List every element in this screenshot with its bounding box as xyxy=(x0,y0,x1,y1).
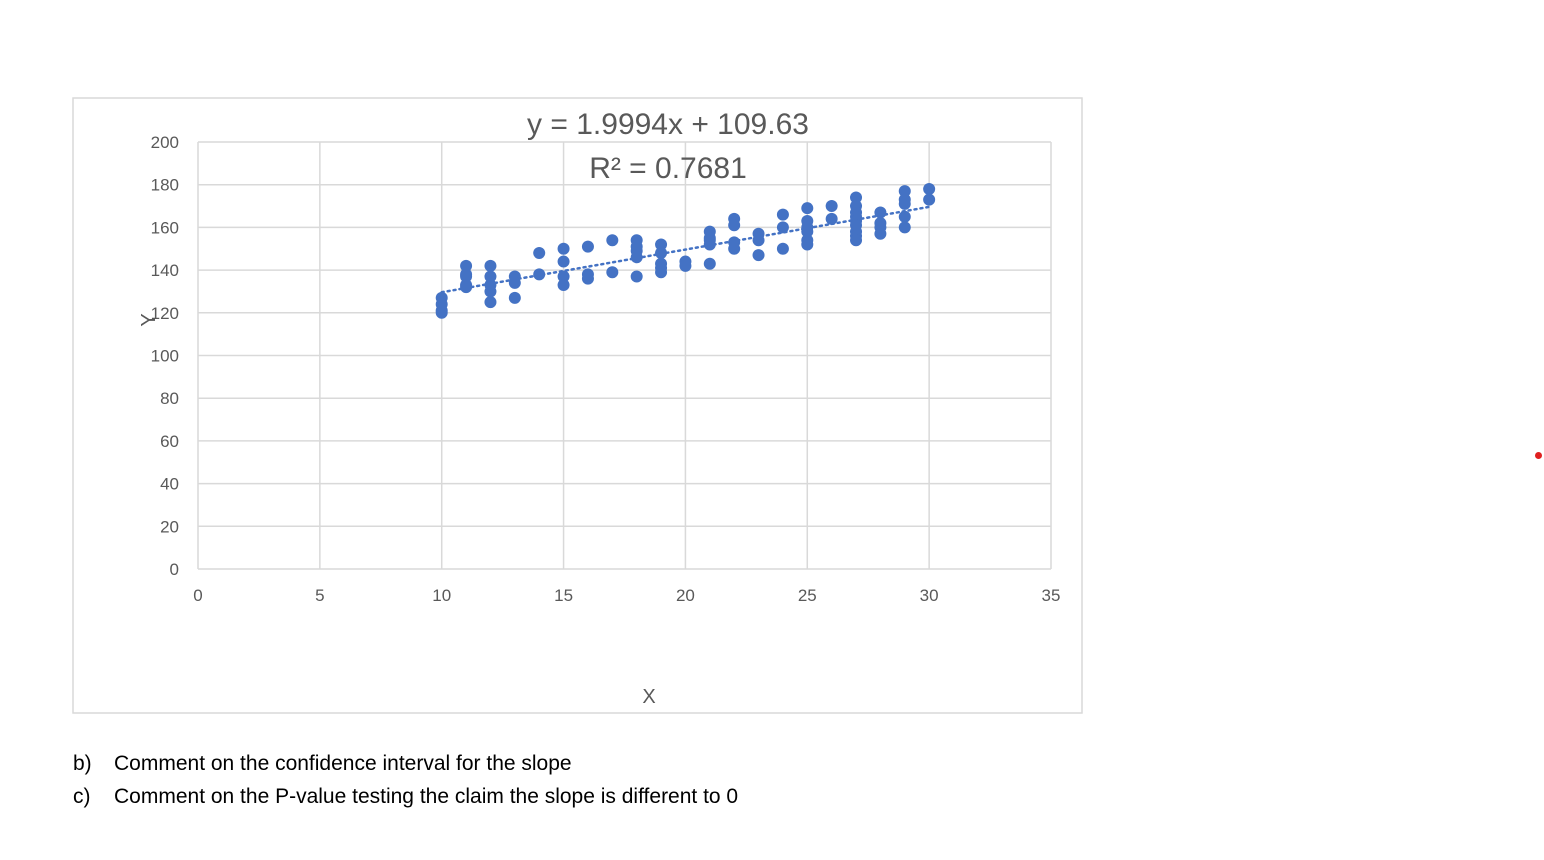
data-point xyxy=(581,272,594,285)
data-point xyxy=(923,182,936,195)
data-point xyxy=(606,234,619,247)
data-point xyxy=(460,259,473,272)
question-c-letter: c) xyxy=(73,785,91,808)
gridlines xyxy=(197,141,1052,570)
y-tick-label: 40 xyxy=(160,475,179,494)
data-point xyxy=(630,270,643,283)
question-b-letter: b) xyxy=(73,752,92,775)
data-point xyxy=(776,208,789,221)
question-b: b) Comment on the confidence interval for… xyxy=(73,752,572,776)
data-point xyxy=(484,259,497,272)
x-tick-label: 5 xyxy=(315,586,324,605)
x-tick-label: 20 xyxy=(676,586,695,605)
stray-red-dot xyxy=(1535,452,1542,459)
x-tick-label: 25 xyxy=(798,586,817,605)
y-tick-label: 100 xyxy=(151,347,179,366)
data-point xyxy=(484,270,497,283)
y-axis-title: Y xyxy=(138,313,160,326)
data-point xyxy=(776,221,789,234)
data-point xyxy=(776,242,789,255)
question-c: c) Comment on the P-value testing the cla… xyxy=(73,785,738,809)
y-tick-label: 80 xyxy=(160,389,179,408)
data-point xyxy=(655,247,668,260)
data-point xyxy=(435,306,448,319)
data-point xyxy=(655,238,668,251)
y-tick-label: 200 xyxy=(151,133,179,152)
data-point xyxy=(460,281,473,294)
data-point xyxy=(484,296,497,309)
data-point xyxy=(898,221,911,234)
data-point xyxy=(484,285,497,298)
trendline-layer xyxy=(440,205,931,294)
data-point xyxy=(898,197,911,210)
y-tick-label: 60 xyxy=(160,432,179,451)
data-point xyxy=(655,266,668,279)
data-point xyxy=(801,225,814,238)
data-point xyxy=(703,257,716,270)
data-point xyxy=(508,276,521,289)
x-tick-label: 35 xyxy=(1042,586,1061,605)
y-tick-label: 0 xyxy=(170,560,179,579)
data-point xyxy=(825,212,838,225)
x-tick-label: 0 xyxy=(193,586,202,605)
data-point xyxy=(460,270,473,283)
data-point xyxy=(557,279,570,292)
data-point xyxy=(606,266,619,279)
x-tick-label: 15 xyxy=(554,586,573,605)
trendline xyxy=(440,205,931,294)
data-point xyxy=(801,238,814,251)
data-point xyxy=(850,234,863,247)
y-tick-label: 180 xyxy=(151,176,179,195)
data-point xyxy=(533,268,546,281)
data-point xyxy=(923,193,936,206)
question-c-text: Comment on the P-value testing the claim… xyxy=(114,785,739,808)
x-tick-label: 30 xyxy=(920,586,939,605)
data-point xyxy=(752,249,765,262)
data-points xyxy=(435,182,936,319)
data-point xyxy=(557,255,570,268)
data-point xyxy=(874,227,887,240)
data-point xyxy=(898,185,911,198)
data-point xyxy=(874,206,887,219)
y-tick-label: 20 xyxy=(160,517,179,536)
data-point xyxy=(533,247,546,260)
data-point xyxy=(581,240,594,253)
data-point xyxy=(728,242,741,255)
trendline-equation: y = 1.9994x + 109.63 xyxy=(527,108,809,141)
data-point xyxy=(679,259,692,272)
data-point xyxy=(630,251,643,264)
data-point xyxy=(825,200,838,213)
question-b-text: Comment on the confidence interval for t… xyxy=(114,752,572,775)
x-tick-label: 10 xyxy=(432,586,451,605)
y-tick-label: 140 xyxy=(151,261,179,280)
data-point xyxy=(728,219,741,232)
data-point xyxy=(898,210,911,223)
chart-area-frame xyxy=(72,97,1083,714)
x-axis-title: X xyxy=(642,686,655,708)
data-point xyxy=(850,191,863,204)
data-point xyxy=(557,242,570,255)
y-tick-label: 120 xyxy=(151,304,179,323)
r-squared-label: R² = 0.7681 xyxy=(589,152,747,185)
tick-labels: 0 20 40 60 80 100 120 140 160 180 200 0 5 10 15 20 25 30 3… xyxy=(151,133,1061,605)
data-point xyxy=(801,202,814,215)
data-point xyxy=(703,238,716,251)
y-tick-label: 160 xyxy=(151,218,179,237)
data-point xyxy=(752,234,765,247)
data-point xyxy=(508,291,521,304)
data-point xyxy=(557,270,570,283)
